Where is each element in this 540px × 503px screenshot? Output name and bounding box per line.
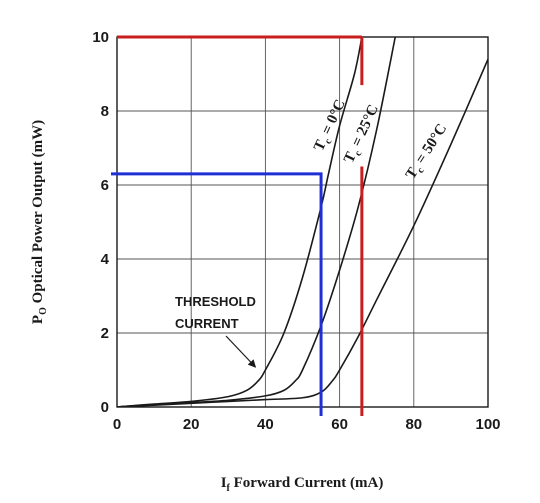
x-tick-label: 60: [331, 416, 348, 433]
plot-frame: [116, 36, 489, 408]
series-line-1: [117, 37, 397, 407]
x-tick-label: 20: [183, 416, 200, 433]
series-label-sub: c: [323, 137, 335, 146]
y-axis-title-sub: O: [38, 307, 49, 315]
series-line-0: [117, 37, 363, 407]
tick-labels: 0 20 40 60 80 100 0 2 4 6 8 10: [92, 29, 500, 433]
series-label-sub: c: [353, 149, 365, 158]
series-label-0: Tc = 0°C: [311, 97, 351, 155]
x-axis-title-rest: Forward Current (mA): [230, 475, 383, 491]
annotation-arrow: [225, 335, 257, 368]
y-axis-title-main: P: [30, 315, 46, 324]
reference-lines: [111, 35, 364, 416]
x-tick-label: 100: [475, 416, 500, 433]
series-label-rest: = 50°C: [411, 121, 451, 170]
x-axis-title-main: I: [221, 475, 227, 491]
x-axis-title: If Forward Current (mA): [221, 475, 384, 494]
y-axis-title-rest: Optical Power Output (mW): [30, 120, 46, 307]
grid: [116, 36, 489, 408]
x-axis-title-sub: f: [227, 483, 231, 494]
annotation-line-1: THRESHOLD: [175, 294, 256, 309]
series-label-sub: c: [415, 165, 427, 175]
annotation-line-2: CURRENT: [175, 316, 239, 331]
y-tick-label: 8: [101, 103, 109, 120]
series-label-rest: = 0°C: [317, 97, 349, 140]
y-tick-label: 4: [101, 251, 110, 268]
curves: [117, 37, 488, 407]
x-tick-label: 40: [257, 416, 274, 433]
series-label-2: Tc = 50°C: [403, 121, 453, 184]
x-tick-label: 80: [405, 416, 422, 433]
x-tick-label: 0: [113, 416, 121, 433]
curve-labels: Tc = 0°CTc = 25°C Tc = 50°C: [311, 97, 453, 184]
y-tick-label: 0: [101, 399, 109, 416]
series-line-2: [117, 58, 488, 407]
threshold-annotation: THRESHOLD CURRENT: [175, 294, 257, 368]
series-label-1: Tc = 25°C: [341, 102, 385, 167]
y-tick-label: 2: [101, 325, 109, 342]
y-tick-label: 10: [92, 29, 109, 46]
y-tick-label: 6: [101, 177, 109, 194]
blue-reference-line: [111, 172, 323, 416]
y-axis-title: PO Optical Power Output (mW): [30, 120, 49, 324]
